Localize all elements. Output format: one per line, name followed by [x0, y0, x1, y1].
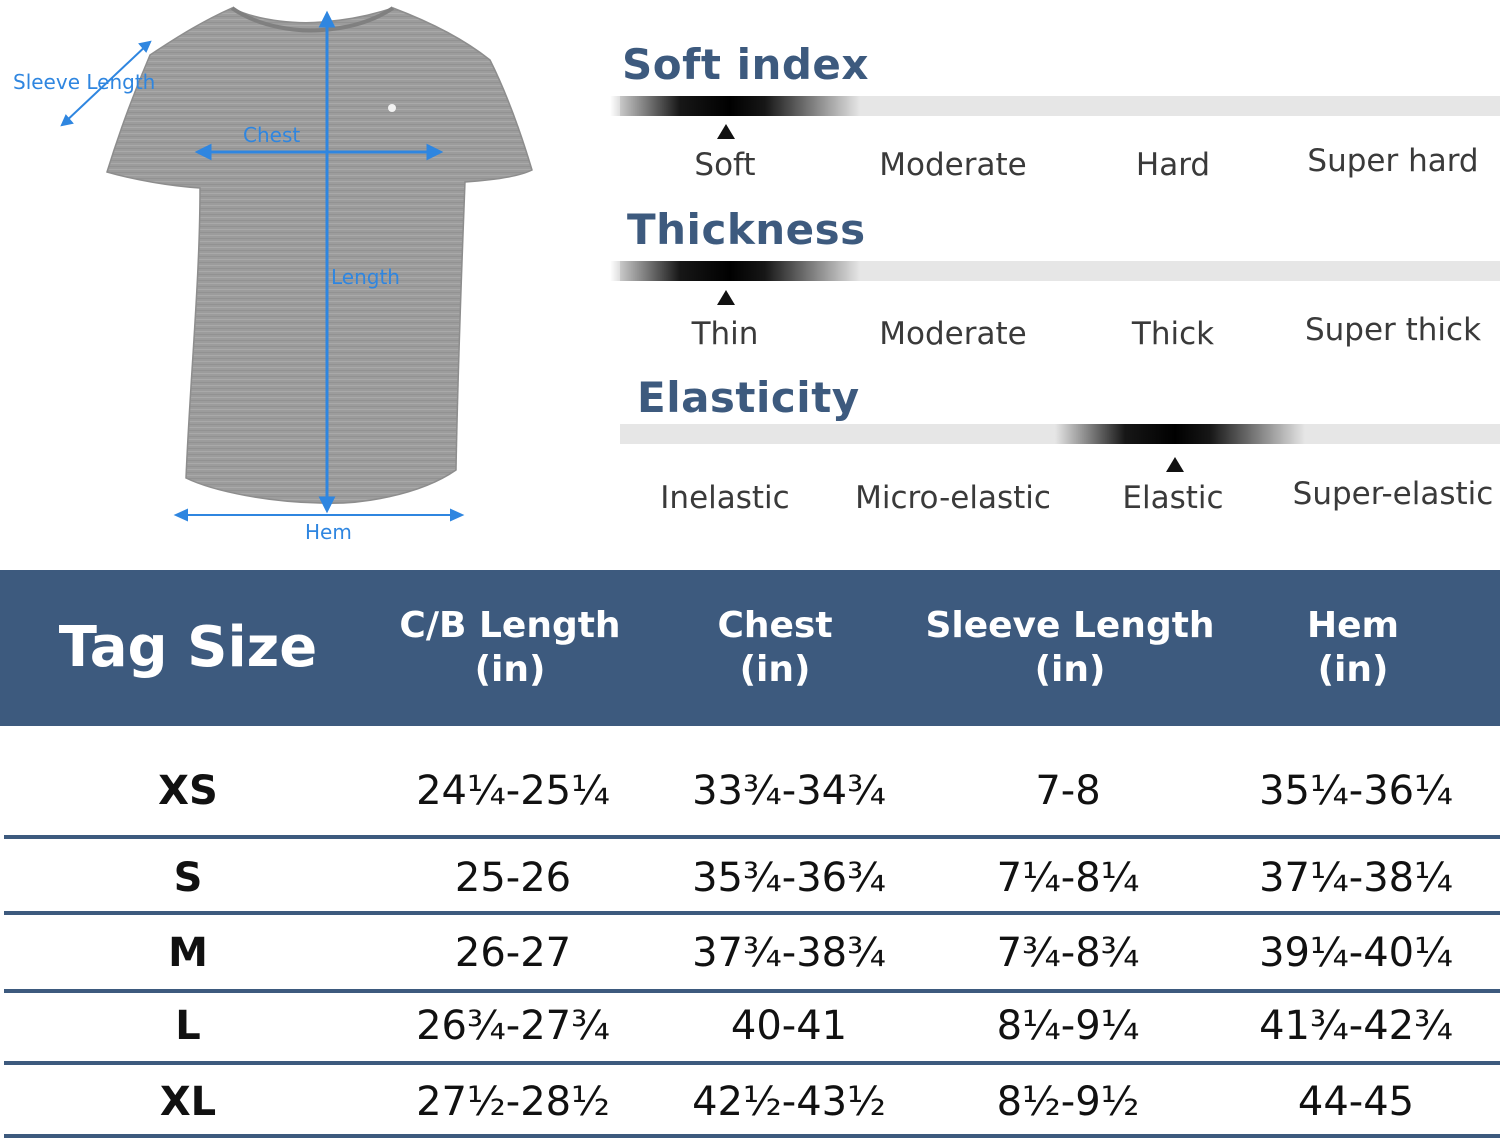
- soft-index-title: Soft index: [622, 40, 870, 89]
- table-row-s-chest: 35¾-36¾: [692, 855, 886, 901]
- soft-index-pointer-icon: [717, 124, 735, 139]
- table-row-m-cb-length: 26-27: [454, 930, 572, 976]
- elasticity-pointer-icon: [1166, 457, 1184, 472]
- col-header-chest-unit: (in): [739, 649, 811, 690]
- size-table-header: Tag Size C/B Length (in) Chest (in) Slee…: [0, 570, 1500, 726]
- logo-icon: [388, 104, 396, 112]
- table-row-xs-size: XS: [158, 768, 218, 814]
- table-row-xl-chest: 42½-43½: [692, 1079, 886, 1125]
- sleeve-length-arrow: [60, 40, 152, 127]
- elasticity-level-super-elastic: Super-elastic: [1292, 476, 1494, 512]
- col-header-cb-length-unit: (in): [474, 649, 546, 690]
- thickness-level-moderate: Moderate: [879, 316, 1027, 352]
- table-row-l-cb-length: 26¾-27¾: [416, 1003, 610, 1049]
- table-row-s-size: S: [173, 855, 203, 901]
- table-row-l-sleeve-length: 8¼-9¼: [996, 1003, 1140, 1049]
- table-row-s-sleeve-length: 7¼-8¼: [996, 855, 1140, 901]
- table-row-s-cb-length: 25-26: [454, 855, 572, 901]
- elasticity-marker: [1055, 424, 1305, 444]
- length-arrow: [318, 10, 336, 514]
- col-header-hem-unit: (in): [1317, 649, 1389, 690]
- table-row-xl-size: XL: [159, 1079, 217, 1125]
- col-header-hem-label: Hem: [1306, 605, 1400, 646]
- tshirt-collar: [230, 6, 395, 33]
- tshirt-body: [106, 7, 533, 504]
- hem-arrow: [173, 508, 465, 522]
- table-row-xl-sleeve-length: 8½-9½: [996, 1079, 1140, 1125]
- row-divider: [4, 835, 1500, 839]
- chest-label: Chest: [243, 123, 301, 147]
- elasticity-track: [620, 424, 1500, 444]
- col-header-tag-size-label: Tag Size: [58, 615, 318, 680]
- col-header-cb-length-label: C/B Length: [399, 605, 621, 646]
- col-header-chest: Chest (in): [625, 570, 925, 726]
- col-header-sleeve-length-label: Sleeve Length: [925, 605, 1215, 646]
- table-row-xl-hem: 44-45: [1297, 1079, 1415, 1125]
- table-row-xs-hem: 35¼-36¼: [1259, 768, 1453, 814]
- soft-index-track: [610, 96, 1500, 116]
- sleeve-length-label: Sleeve Length: [13, 70, 156, 94]
- shirt-diagram: Sleeve Length Chest Length Hem: [0, 0, 560, 560]
- length-label: Length: [331, 265, 400, 289]
- table-row-l-size: L: [175, 1003, 201, 1049]
- col-header-sleeve-length-unit: (in): [1034, 649, 1106, 690]
- thickness-level-thick: Thick: [1131, 316, 1215, 352]
- row-divider: [4, 1134, 1500, 1138]
- table-row-xs-chest: 33¾-34¾: [692, 768, 886, 814]
- col-header-sleeve-length: Sleeve Length (in): [920, 570, 1220, 726]
- row-divider: [4, 1061, 1500, 1065]
- table-row-l-hem: 41¾-42¾: [1259, 1003, 1453, 1049]
- thickness-level-super-thick: Super thick: [1304, 312, 1482, 348]
- chest-arrow: [194, 143, 444, 161]
- col-header-hem: Hem (in): [1203, 570, 1500, 726]
- hem-label: Hem: [305, 520, 352, 544]
- soft-index-level-moderate: Moderate: [879, 147, 1027, 183]
- table-row-xl-cb-length: 27½-28½: [416, 1079, 610, 1125]
- col-header-cb-length: C/B Length (in): [360, 570, 660, 726]
- table-row-xs-cb-length: 24¼-25¼: [416, 768, 610, 814]
- soft-index-level-soft: Soft: [694, 147, 756, 183]
- soft-index-level-hard: Hard: [1135, 147, 1211, 183]
- col-header-chest-label: Chest: [717, 605, 833, 646]
- thickness-marker: [610, 261, 860, 281]
- row-divider: [4, 911, 1500, 915]
- elasticity-level-inelastic: Inelastic: [660, 480, 790, 516]
- col-header-tag-size: Tag Size: [38, 570, 338, 726]
- thickness-track: [610, 261, 1500, 281]
- thickness-title: Thickness: [627, 205, 866, 254]
- elasticity-level-elastic: Elastic: [1122, 480, 1224, 516]
- soft-index-marker: [610, 96, 860, 116]
- row-divider: [4, 989, 1500, 993]
- thickness-pointer-icon: [717, 290, 735, 305]
- table-row-s-hem: 37¼-38¼: [1259, 855, 1453, 901]
- tshirt-illustration: [60, 6, 533, 522]
- table-row-m-sleeve-length: 7¾-8¾: [996, 930, 1140, 976]
- thickness-level-thin: Thin: [691, 316, 759, 352]
- table-row-l-chest: 40-41: [730, 1003, 848, 1049]
- table-row-m-hem: 39¼-40¼: [1259, 930, 1453, 976]
- elasticity-title: Elasticity: [637, 373, 860, 422]
- table-row-m-chest: 37¾-38¾: [692, 930, 886, 976]
- table-row-m-size: M: [168, 930, 208, 976]
- table-row-xs-sleeve-length: 7-8: [1035, 768, 1101, 814]
- elasticity-level-micro-elastic: Micro-elastic: [855, 480, 1051, 516]
- soft-index-level-super-hard: Super hard: [1307, 143, 1479, 179]
